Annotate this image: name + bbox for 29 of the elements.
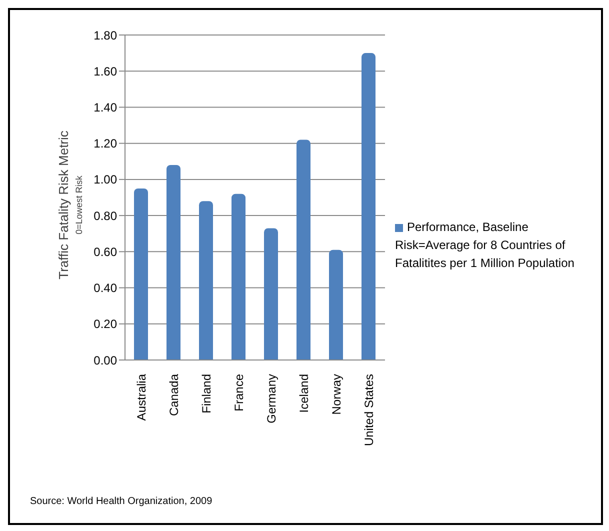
bar [199, 201, 213, 360]
x-tick-label: Norway [329, 374, 344, 415]
y-tick-label: 0.60 [94, 244, 118, 259]
source-note: Source: World Health Organization, 2009 [30, 496, 212, 507]
x-tick-label: Finland [199, 374, 214, 414]
x-tick-label: Australia [134, 374, 148, 421]
y-tick-label: 1.00 [94, 172, 118, 187]
x-tick-label: Iceland [296, 374, 311, 413]
bar [166, 165, 180, 360]
y-axis-title: Traffic Fatality Risk Metric 0=Lowest Risk [56, 130, 84, 280]
y-tick-label: 1.80 [94, 28, 118, 42]
y-tick-label: 1.40 [94, 100, 118, 114]
y-tick-label: 0.20 [94, 317, 118, 332]
x-tick-label: United States [362, 374, 376, 446]
bar [329, 250, 343, 360]
x-tick-label: France [232, 374, 246, 412]
y-tick-label: 0.80 [94, 208, 118, 223]
bar [232, 194, 246, 360]
y-tick-label: 0.40 [94, 281, 118, 296]
y-tick-label: 1.20 [94, 136, 118, 151]
x-tick-label: Canada [166, 374, 181, 416]
bar [134, 188, 148, 360]
legend-label: Performance, Baseline Risk=Average for 8 Countries of Fatalitites per 1 Million Population [395, 220, 574, 270]
y-tick-label: 1.60 [94, 64, 118, 78]
x-tick-label: Germany [264, 374, 278, 424]
bar [296, 140, 310, 360]
bar [264, 228, 278, 360]
bar [362, 53, 376, 360]
y-tick-label: 0.00 [94, 353, 118, 368]
